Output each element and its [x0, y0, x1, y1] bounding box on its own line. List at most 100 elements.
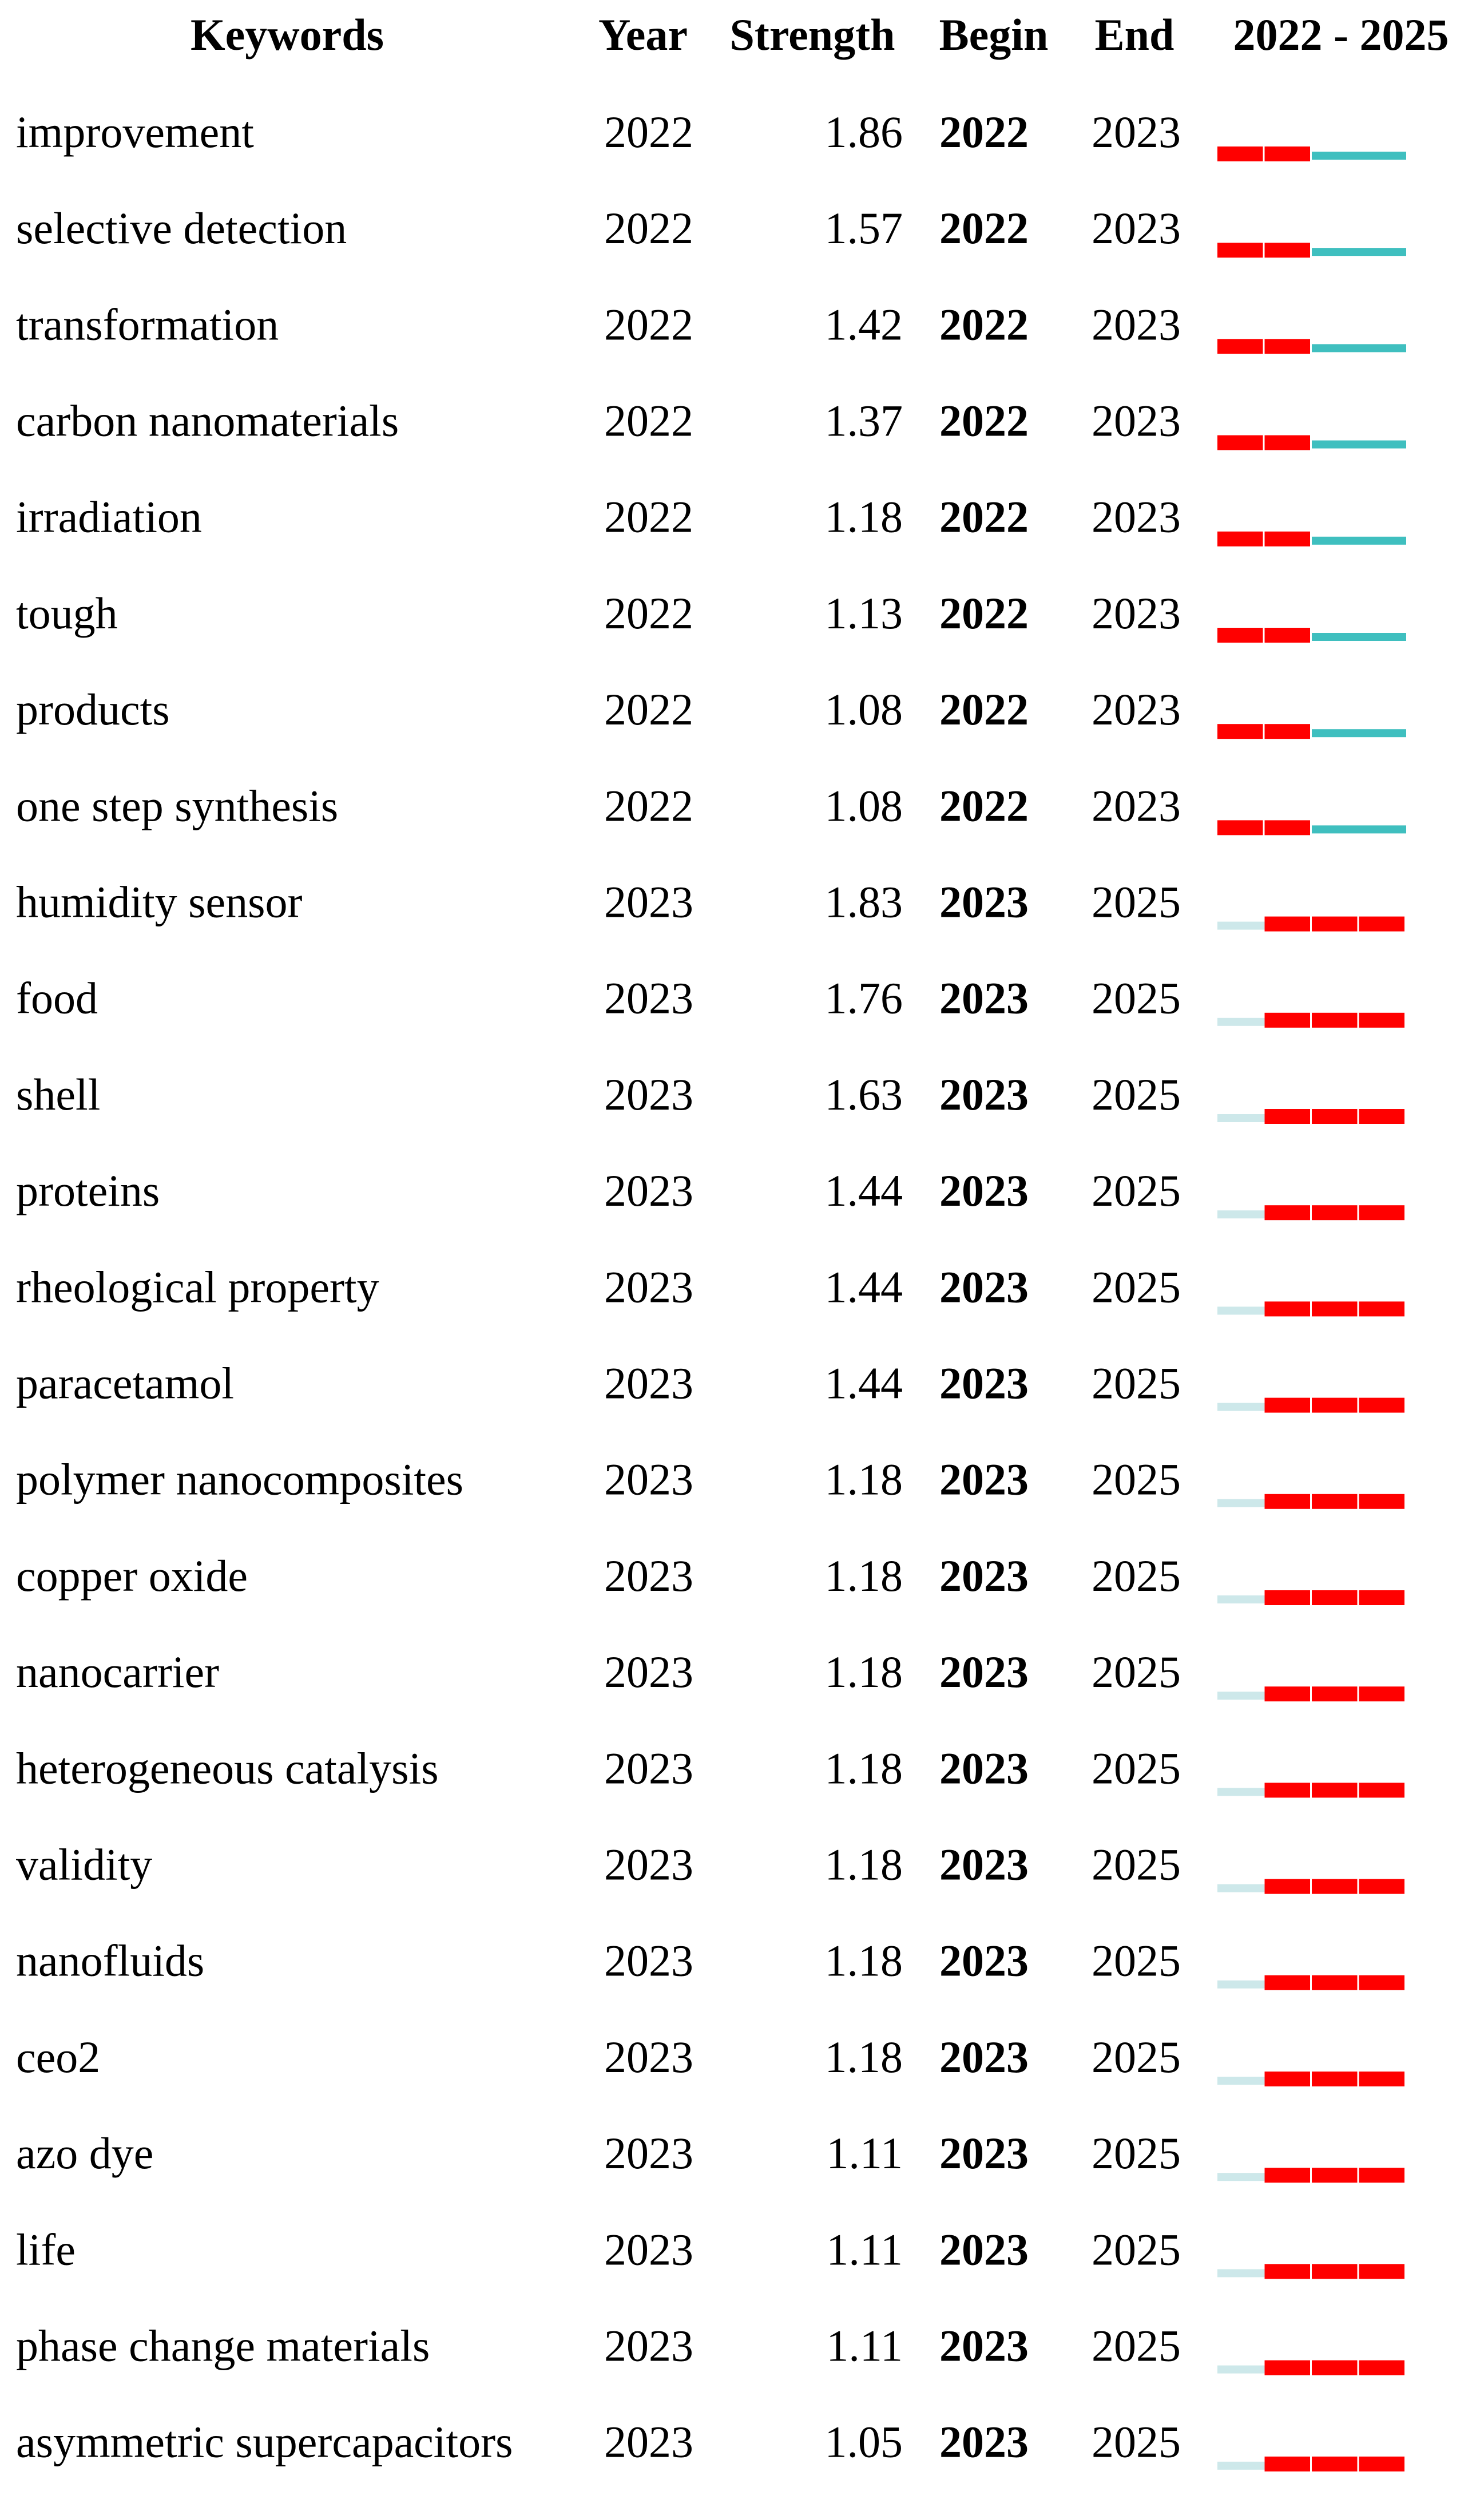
burst-segment	[1359, 1109, 1404, 1124]
after-segment	[1312, 152, 1359, 160]
before-segment	[1217, 2365, 1265, 2374]
keyword: nanofluids	[16, 1936, 204, 1986]
before-segment	[1217, 1788, 1265, 1796]
keyword: humidity sensor	[16, 877, 303, 927]
strength: 1.18	[825, 1840, 903, 1890]
burst-segment	[1264, 1975, 1310, 1990]
strength: 1.63	[825, 1070, 903, 1119]
burst-segment	[1312, 2456, 1358, 2472]
after-segment	[1312, 633, 1359, 641]
end: 2025	[1092, 2032, 1181, 2082]
end: 2025	[1092, 1359, 1181, 1408]
end: 2025	[1092, 973, 1181, 1023]
end: 2025	[1092, 1743, 1181, 1793]
after-segment	[1312, 440, 1359, 449]
before-segment	[1217, 1499, 1265, 1507]
strength: 1.11	[826, 2128, 903, 2178]
begin: 2023	[939, 1359, 1029, 1408]
strength: 1.18	[825, 2032, 903, 2082]
year: 2022	[604, 684, 693, 734]
keyword: heterogeneous catalysis	[16, 1743, 439, 1793]
year: 2023	[604, 1070, 693, 1119]
year: 2022	[604, 781, 693, 830]
strength: 1.37	[825, 396, 903, 446]
before-segment	[1217, 1595, 1265, 1603]
keyword: irradiation	[16, 492, 202, 542]
keyword: one step synthesis	[16, 781, 338, 830]
end: 2025	[1092, 1070, 1181, 1119]
strength: 1.05	[825, 2417, 903, 2467]
strength: 1.08	[825, 781, 903, 830]
burst-segment	[1217, 243, 1263, 258]
begin: 2023	[939, 2032, 1029, 2082]
end: 2025	[1092, 1647, 1181, 1697]
begin: 2023	[939, 1551, 1029, 1601]
strength: 1.18	[825, 492, 903, 542]
burst-segment	[1264, 1205, 1310, 1221]
before-segment	[1217, 1403, 1265, 1411]
begin: 2022	[939, 299, 1029, 349]
burst-segment	[1264, 820, 1310, 835]
burst-segment	[1264, 1686, 1310, 1702]
year: 2023	[604, 1166, 693, 1215]
end: 2025	[1092, 1166, 1181, 1215]
strength: 1.44	[825, 1262, 903, 1312]
burst-segment	[1264, 531, 1310, 546]
before-segment	[1217, 1114, 1265, 1122]
burst-segment	[1312, 1783, 1358, 1798]
keyword: copper oxide	[16, 1551, 248, 1601]
burst-segment	[1312, 1205, 1358, 1221]
strength: 1.11	[826, 2321, 903, 2371]
end: 2025	[1092, 1840, 1181, 1890]
before-segment	[1217, 921, 1265, 930]
before-segment	[1217, 1306, 1265, 1315]
header-keywords: Keywords	[191, 10, 384, 60]
begin: 2023	[939, 1647, 1029, 1697]
burst-segment	[1312, 916, 1358, 932]
begin: 2023	[939, 973, 1029, 1023]
burst-segment	[1359, 2072, 1404, 2086]
burst-segment	[1264, 243, 1310, 258]
end: 2025	[1092, 2128, 1181, 2178]
keyword: transformation	[16, 299, 279, 349]
after-segment	[1359, 440, 1406, 449]
after-segment	[1359, 152, 1406, 160]
end: 2023	[1092, 203, 1181, 253]
keyword: selective detection	[16, 203, 347, 253]
end: 2023	[1092, 684, 1181, 734]
burst-segment	[1359, 1301, 1404, 1317]
after-segment	[1312, 729, 1359, 738]
year: 2023	[604, 1936, 693, 1986]
strength: 1.18	[825, 1551, 903, 1601]
after-segment	[1359, 825, 1406, 834]
burst-segment	[1312, 1686, 1358, 1702]
burst-segment	[1312, 2072, 1358, 2086]
burst-segment	[1264, 2360, 1310, 2375]
begin: 2023	[939, 2417, 1029, 2467]
burst-segment	[1264, 339, 1310, 354]
header-strength: Strength	[730, 10, 895, 60]
begin: 2023	[939, 1840, 1029, 1890]
burst-segment	[1359, 1205, 1404, 1221]
after-segment	[1359, 536, 1406, 545]
year: 2023	[604, 1743, 693, 1793]
burst-segment	[1264, 2072, 1310, 2086]
end: 2023	[1092, 588, 1181, 638]
burst-segment	[1264, 916, 1310, 932]
burst-segment	[1264, 1494, 1310, 1509]
burst-segment	[1217, 435, 1263, 450]
header-year: Year	[598, 10, 688, 60]
end: 2023	[1092, 107, 1181, 157]
burst-segment	[1359, 1494, 1404, 1509]
header-begin: Begin	[939, 10, 1049, 60]
burst-segment	[1359, 2264, 1404, 2279]
burst-segment	[1359, 1397, 1404, 1413]
begin: 2023	[939, 1070, 1029, 1119]
burst-segment	[1312, 2264, 1358, 2279]
burst-segment	[1312, 1397, 1358, 1413]
strength: 1.11	[826, 2224, 903, 2274]
after-segment	[1359, 344, 1406, 353]
end: 2023	[1092, 396, 1181, 446]
after-segment	[1312, 344, 1359, 353]
